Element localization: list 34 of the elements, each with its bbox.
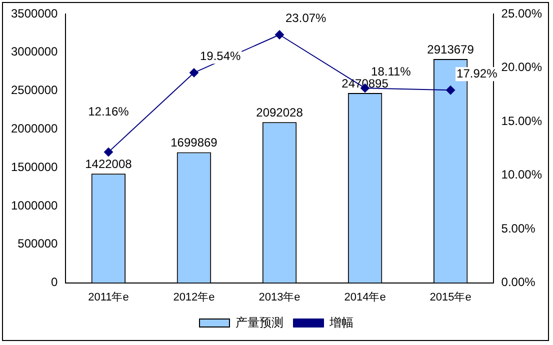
point bbox=[446, 86, 456, 95]
y2-tick-label: 20.00% bbox=[501, 60, 542, 74]
data-label: 12.16% bbox=[88, 104, 130, 118]
data-label: 1699869 bbox=[170, 136, 218, 150]
data-label: 2092028 bbox=[256, 105, 304, 120]
data-label: 18.11% bbox=[371, 64, 412, 78]
data-label: 23.07% bbox=[286, 11, 327, 26]
y-tick-label: 0 bbox=[51, 275, 58, 290]
y2-tick-label: 5.00% bbox=[501, 221, 536, 236]
point bbox=[104, 148, 113, 157]
legend-label: 产量预测 bbox=[236, 315, 284, 330]
data-label: 17.92% bbox=[456, 66, 498, 80]
y2-tick-label: 10.00% bbox=[501, 168, 542, 182]
y-tick-label: 2500000 bbox=[11, 83, 58, 98]
x-tick-label: 2011年e bbox=[88, 291, 129, 304]
y-tick-label: 1000000 bbox=[11, 198, 58, 212]
y2-tick-label: 25.00% bbox=[501, 6, 542, 20]
point bbox=[189, 68, 198, 78]
y-tick-label: 500000 bbox=[18, 236, 58, 251]
y-tick-label: 1500000 bbox=[11, 160, 58, 174]
x-tick-label: 2015年e bbox=[430, 291, 472, 304]
x-tick-label: 2012年e bbox=[173, 291, 215, 304]
data-label: 1422008 bbox=[85, 156, 132, 171]
x-tick-label: 2013年e bbox=[258, 291, 300, 304]
x-tick-label: 2014年e bbox=[344, 291, 386, 304]
legend-label: 增幅 bbox=[328, 315, 354, 330]
y2-tick-label: 0.00% bbox=[501, 275, 536, 290]
data-label: 2913679 bbox=[427, 42, 474, 56]
y-tick-label: 3500000 bbox=[11, 6, 58, 20]
data-label: 19.54% bbox=[200, 49, 242, 64]
y-tick-label: 3000000 bbox=[11, 44, 58, 59]
y2-tick-label: 15.00% bbox=[501, 114, 542, 128]
y-tick-label: 2000000 bbox=[11, 122, 58, 136]
point bbox=[275, 30, 284, 40]
